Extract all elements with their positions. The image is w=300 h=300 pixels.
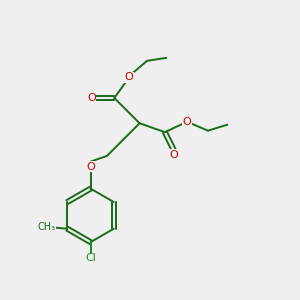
Text: CH₃: CH₃ (38, 222, 56, 232)
Text: O: O (86, 162, 95, 172)
Text: O: O (87, 93, 96, 103)
Text: O: O (183, 117, 191, 127)
Text: Cl: Cl (85, 253, 96, 263)
Text: O: O (125, 72, 134, 82)
Text: O: O (169, 150, 178, 160)
